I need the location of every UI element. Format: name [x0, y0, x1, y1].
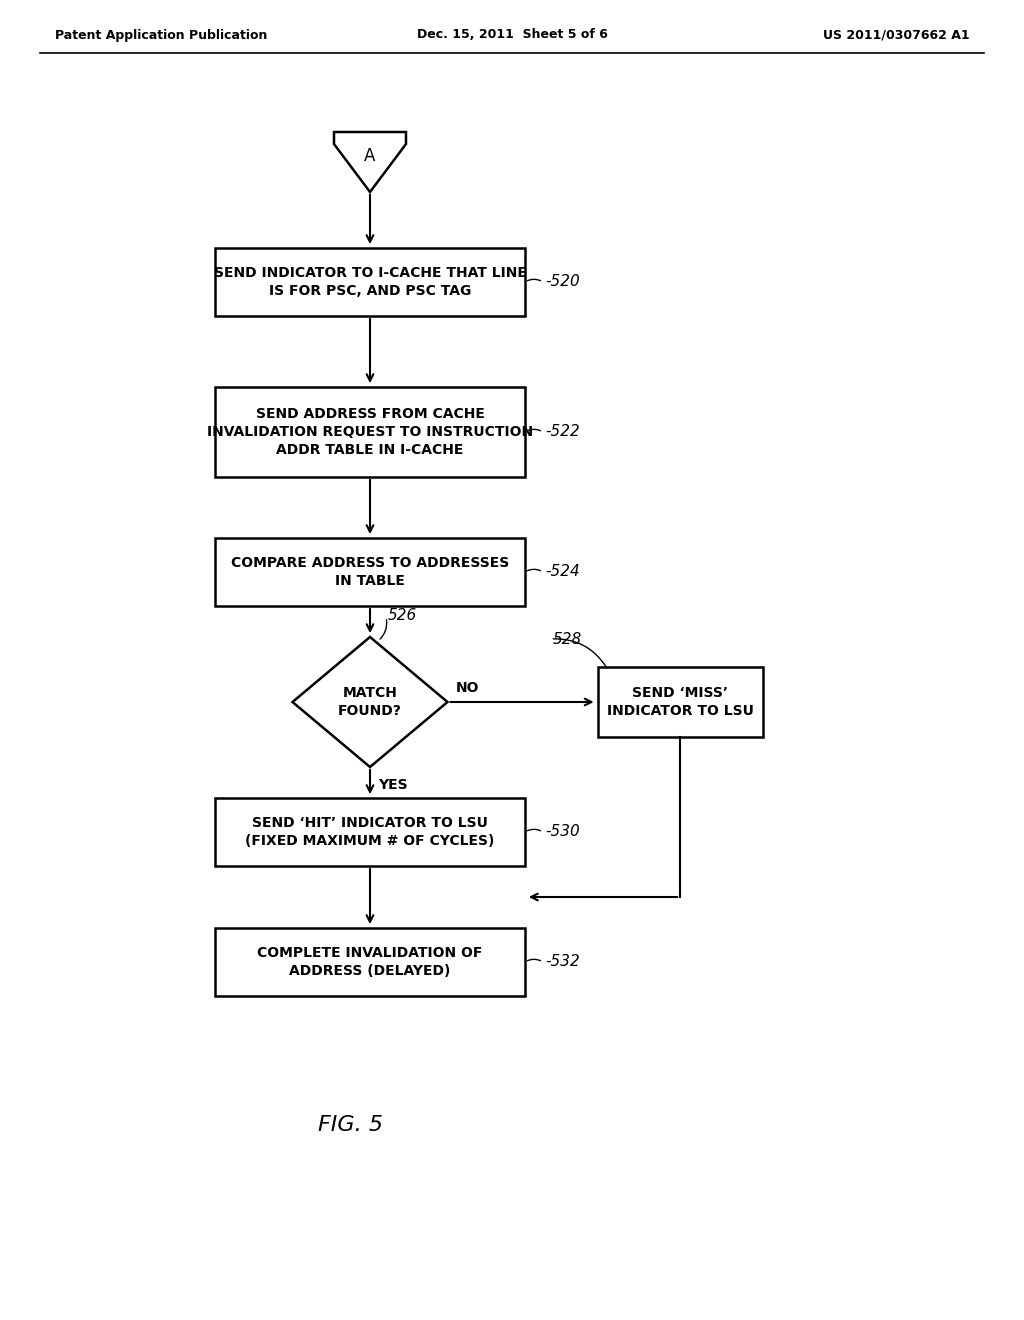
Bar [215, 248, 525, 315]
Bar [597, 667, 763, 737]
Bar [215, 799, 525, 866]
Text: FIG. 5: FIG. 5 [317, 1115, 383, 1135]
Text: SEND ‘MISS’
INDICATOR TO LSU: SEND ‘MISS’ INDICATOR TO LSU [606, 686, 754, 718]
Text: US 2011/0307662 A1: US 2011/0307662 A1 [823, 29, 970, 41]
Text: YES: YES [378, 777, 408, 792]
Text: -522: -522 [545, 425, 580, 440]
Bar [215, 539, 525, 606]
Text: -530: -530 [545, 825, 580, 840]
Text: Dec. 15, 2011  Sheet 5 of 6: Dec. 15, 2011 Sheet 5 of 6 [417, 29, 607, 41]
Text: SEND INDICATOR TO I-CACHE THAT LINE
IS FOR PSC, AND PSC TAG: SEND INDICATOR TO I-CACHE THAT LINE IS F… [214, 265, 526, 298]
Text: -524: -524 [545, 565, 580, 579]
Text: A: A [365, 147, 376, 165]
Text: NO: NO [456, 681, 479, 696]
Text: -532: -532 [545, 954, 580, 969]
Text: -520: -520 [545, 275, 580, 289]
Bar [215, 387, 525, 477]
Text: SEND ADDRESS FROM CACHE
INVALIDATION REQUEST TO INSTRUCTION
ADDR TABLE IN I-CACH: SEND ADDRESS FROM CACHE INVALIDATION REQ… [207, 407, 534, 458]
Polygon shape [293, 638, 447, 767]
Text: 526: 526 [388, 607, 417, 623]
Text: Patent Application Publication: Patent Application Publication [55, 29, 267, 41]
Text: COMPLETE INVALIDATION OF
ADDRESS (DELAYED): COMPLETE INVALIDATION OF ADDRESS (DELAYE… [257, 946, 482, 978]
Text: MATCH
FOUND?: MATCH FOUND? [338, 686, 402, 718]
Text: SEND ‘HIT’ INDICATOR TO LSU
(FIXED MAXIMUM # OF CYCLES): SEND ‘HIT’ INDICATOR TO LSU (FIXED MAXIM… [246, 816, 495, 849]
Bar [215, 928, 525, 997]
Text: 528: 528 [553, 631, 582, 647]
Polygon shape [334, 132, 406, 191]
Text: COMPARE ADDRESS TO ADDRESSES
IN TABLE: COMPARE ADDRESS TO ADDRESSES IN TABLE [230, 556, 509, 589]
